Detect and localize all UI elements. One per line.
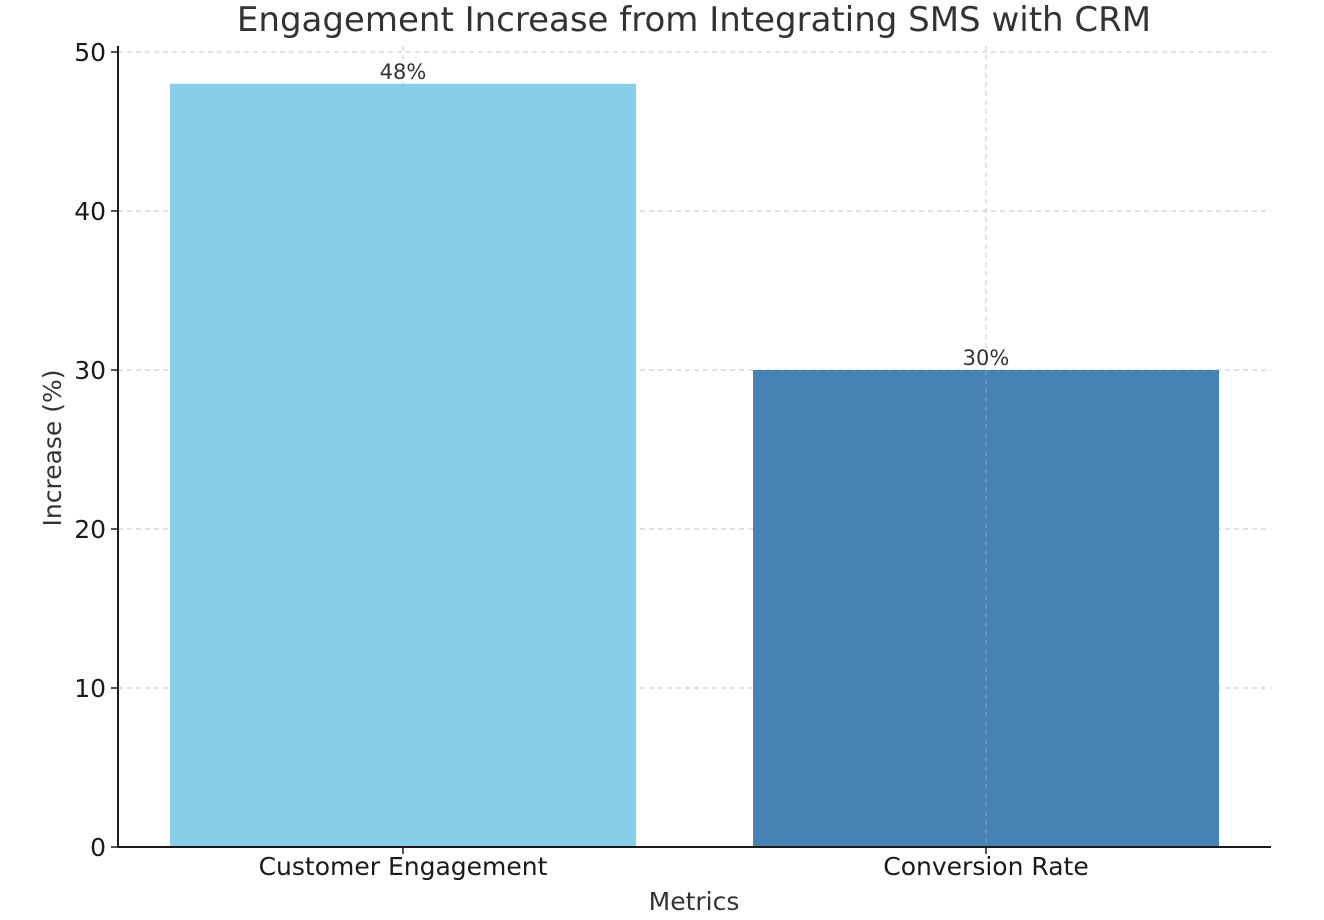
y-tick-label: 20: [74, 515, 106, 544]
y-tick-label: 40: [74, 197, 106, 226]
bar-data-label: 30%: [963, 346, 1010, 370]
bars: [170, 83, 1219, 848]
data-labels: 48% 30%: [380, 60, 1010, 370]
y-axis-label: Increase (%): [38, 369, 67, 526]
y-tick-label: 30: [74, 356, 106, 385]
vertical-grid: [402, 46, 987, 847]
chart-title: Engagement Increase from Integrating SMS…: [237, 0, 1151, 40]
x-axis-label: Metrics: [649, 887, 740, 916]
y-tick-label: 0: [90, 833, 106, 862]
bar-data-label: 48%: [380, 60, 427, 84]
y-tick-label: 10: [74, 674, 106, 703]
x-tick-label: Customer Engagement: [259, 852, 548, 881]
y-tick-label: 50: [74, 38, 106, 67]
x-tick-label: Conversion Rate: [883, 852, 1088, 881]
axes: [111, 46, 1271, 854]
tick-labels: 0 10 20 30 40 50 Customer Engagement Conversion…: [74, 38, 1089, 881]
